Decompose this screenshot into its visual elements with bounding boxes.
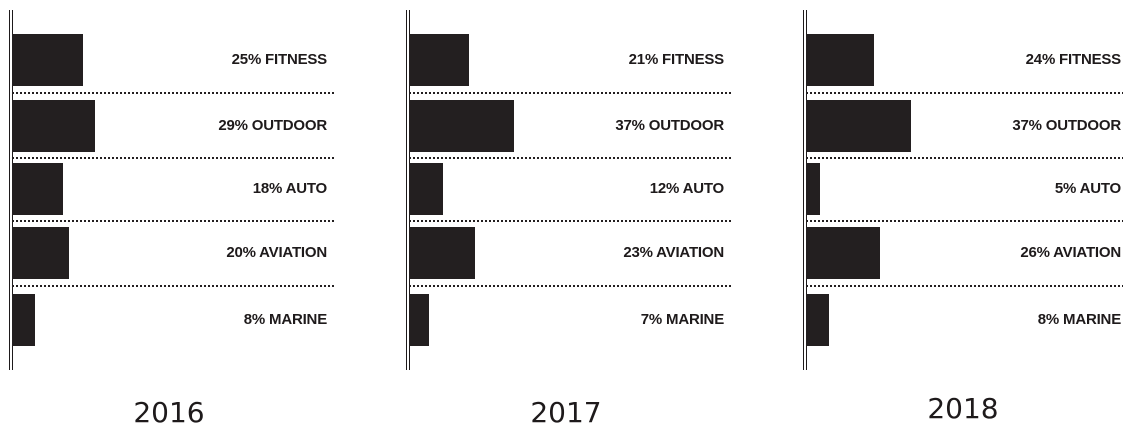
- row-divider: [12, 157, 334, 159]
- bar-auto: [409, 163, 444, 215]
- bar-label-fitness: 21% FITNESS: [628, 51, 725, 68]
- bar-label-aviation: 26% AVIATION: [1020, 244, 1121, 261]
- chart-panel-2017: 21% FITNESS 37% OUTDOOR 12% AUTO 23% AVIATI…: [406, 0, 746, 429]
- bar-auto: [806, 163, 821, 215]
- bar-label-outdoor: 29% OUTDOOR: [218, 117, 327, 134]
- bar-label-fitness: 24% FITNESS: [1025, 51, 1122, 68]
- bar-outdoor: [409, 100, 515, 152]
- bar-fitness: [409, 34, 469, 86]
- bar-aviation: [12, 227, 69, 279]
- axis-line: [9, 10, 10, 370]
- axis-line: [406, 10, 407, 370]
- bar-fitness: [12, 34, 84, 86]
- row-divider: [806, 92, 1123, 94]
- bar-label-marine: 7% MARINE: [640, 311, 724, 328]
- row-divider: [409, 285, 731, 287]
- bar-label-fitness: 25% FITNESS: [231, 51, 328, 68]
- row-divider: [409, 157, 731, 159]
- bar-label-aviation: 20% AVIATION: [226, 244, 327, 261]
- bar-label-outdoor: 37% OUTDOOR: [1012, 117, 1121, 134]
- bar-label-outdoor: 37% OUTDOOR: [615, 117, 724, 134]
- bar-aviation: [409, 227, 475, 279]
- chart-panel-2018: 24% FITNESS 37% OUTDOOR 5% AUTO 26% AVIATIO…: [803, 0, 1123, 428]
- year-label: 2017: [530, 396, 602, 429]
- bar-label-auto: 18% AUTO: [252, 180, 327, 197]
- row-divider: [409, 220, 731, 222]
- axis-line: [803, 10, 804, 370]
- bar-outdoor: [12, 100, 95, 152]
- bar-marine: [806, 294, 829, 346]
- bar-outdoor: [806, 100, 912, 152]
- row-divider: [12, 220, 334, 222]
- row-divider: [806, 285, 1123, 287]
- row-divider: [12, 285, 334, 287]
- row-divider: [806, 157, 1123, 159]
- row-divider: [12, 92, 334, 94]
- bar-auto: [12, 163, 64, 215]
- bar-label-auto: 5% AUTO: [1054, 180, 1121, 197]
- bar-marine: [409, 294, 429, 346]
- bar-fitness: [806, 34, 875, 86]
- year-label: 2018: [927, 392, 999, 425]
- bar-label-auto: 12% AUTO: [649, 180, 724, 197]
- bar-label-marine: 8% MARINE: [1037, 311, 1121, 328]
- row-divider: [409, 92, 731, 94]
- bar-marine: [12, 294, 35, 346]
- bar-aviation: [806, 227, 881, 279]
- chart-panel-2016: 25% FITNESS 29% OUTDOOR 18% AUTO 20% AVIATI…: [9, 0, 349, 429]
- year-label: 2016: [133, 396, 205, 429]
- row-divider: [806, 220, 1123, 222]
- bar-label-aviation: 23% AVIATION: [623, 244, 724, 261]
- bar-label-marine: 8% MARINE: [243, 311, 327, 328]
